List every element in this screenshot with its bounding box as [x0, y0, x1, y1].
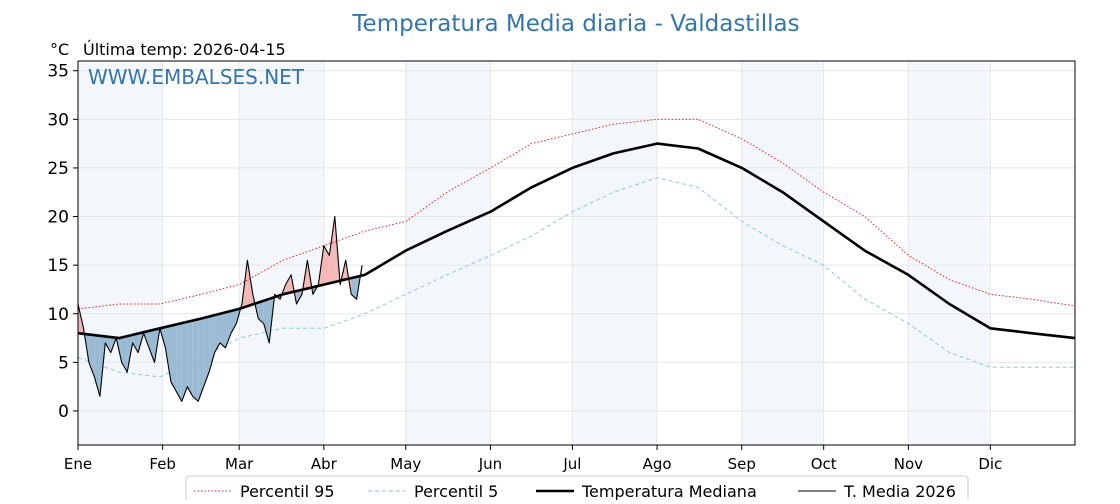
series-line-temperatura-mediana	[77, 142, 1076, 340]
month-band-sep	[741, 61, 824, 445]
x-tick-label-dic: Dic	[978, 455, 1002, 473]
x-tick-label-jul: Jul	[562, 455, 581, 473]
month-band-ene	[78, 61, 163, 445]
y-tick-label: 5	[58, 353, 69, 373]
y-tick-label: 15	[47, 256, 69, 276]
x-tick-label-mar: Mar	[225, 455, 254, 473]
anomaly-cold-fill	[105, 336, 111, 353]
legend-label: T. Media 2026	[843, 482, 956, 500]
month-band-jul	[572, 61, 658, 445]
y-tick-label: 10	[47, 305, 69, 325]
anomaly-warm-fill	[323, 245, 330, 285]
x-tick-label-ago: Ago	[643, 455, 672, 473]
anomaly-cold-fill	[230, 309, 237, 334]
anomaly-cold-fill	[88, 334, 95, 377]
y-tick-label: 30	[47, 110, 69, 130]
x-tick-label-may: May	[390, 455, 421, 473]
unit-label: °C	[50, 40, 69, 59]
anomaly-cold-fill	[149, 329, 155, 363]
plot-frame	[77, 60, 1076, 446]
anomaly-cold-fill	[209, 315, 215, 373]
series-line-percentil-95	[77, 118, 1076, 310]
legend-label: Temperatura Mediana	[581, 482, 757, 500]
legend-label: Percentil 95	[240, 482, 335, 500]
legend-label: Percentil 5	[414, 482, 498, 500]
anomaly-cold-fill	[263, 298, 270, 343]
x-tick-label-nov: Nov	[894, 455, 923, 473]
chart-title: Temperatura Media diaria - Valdastillas	[351, 11, 799, 37]
x-tick-label-feb: Feb	[149, 455, 176, 473]
anomaly-warm-fill	[285, 274, 292, 294]
y-tick-label: 20	[47, 208, 69, 228]
anomaly-warm-fill	[329, 216, 335, 284]
anomaly-cold-fill	[132, 333, 139, 353]
anomaly-cold-fill	[351, 276, 357, 300]
anomaly-cold-fill	[176, 323, 182, 402]
anomaly-cold-fill	[203, 316, 210, 387]
y-tick-label: 0	[58, 402, 69, 422]
month-band-may	[405, 61, 491, 445]
x-tick-label-oct: Oct	[811, 455, 837, 473]
series-line-t-media-2026	[77, 215, 363, 402]
anomaly-cold-fill	[220, 312, 226, 348]
anomaly-cold-fill	[187, 320, 193, 397]
x-tick-label-sep: Sep	[728, 455, 756, 473]
y-tick-label: 25	[47, 159, 69, 179]
anomaly-cold-fill	[165, 325, 171, 382]
month-band-mar	[239, 61, 324, 445]
series-line-percentil-5	[77, 177, 1075, 378]
legend-box	[185, 475, 969, 504]
anomaly-cold-fill	[214, 313, 221, 353]
anomaly-cold-fill	[121, 336, 128, 373]
x-tick-label-jun: Jun	[478, 455, 502, 473]
x-tick-label-abr: Abr	[311, 455, 338, 473]
watermark: WWW.EMBALSES.NET	[88, 65, 305, 89]
anomaly-cold-fill	[198, 317, 204, 402]
anomaly-cold-fill	[181, 321, 188, 402]
anomaly-cold-fill	[192, 319, 199, 402]
x-tick-label-ene: Ene	[64, 455, 92, 473]
month-band-nov	[908, 61, 991, 445]
anomaly-cold-fill	[170, 324, 177, 392]
anomaly-cold-fill	[225, 310, 231, 348]
anomaly-cold-fill	[258, 300, 264, 324]
last-temp-label: Última temp: 2026-04-15	[83, 40, 286, 59]
y-tick-label: 35	[47, 62, 69, 82]
